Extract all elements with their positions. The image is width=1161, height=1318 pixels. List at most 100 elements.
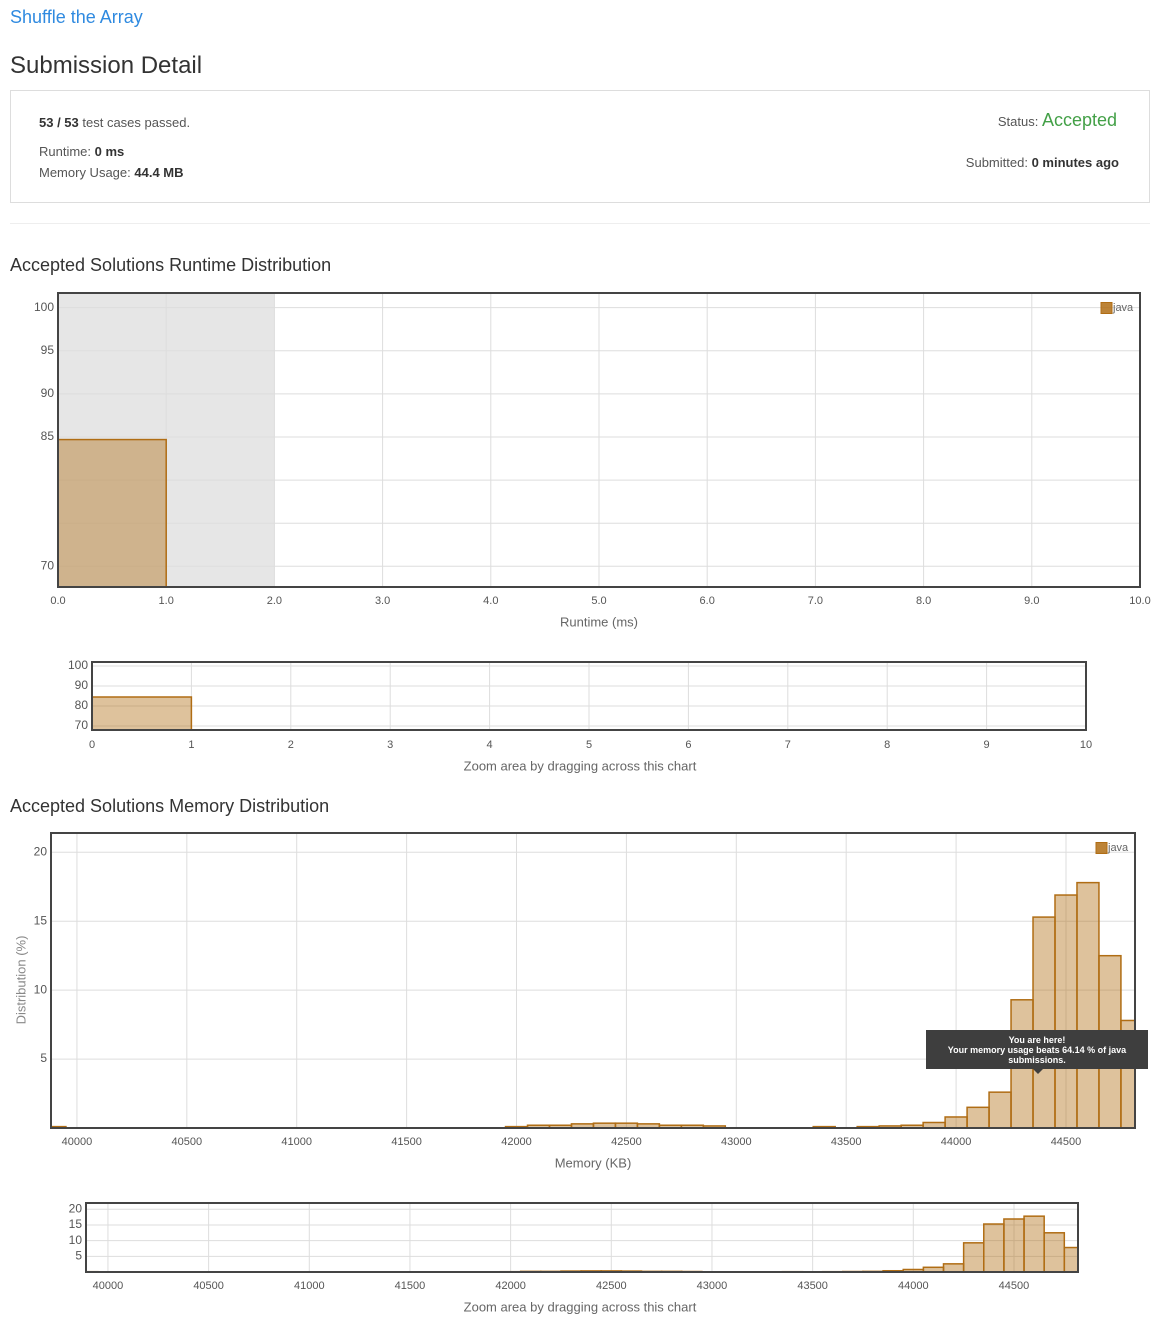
plot-border [91, 661, 1087, 731]
legend-swatch [1100, 302, 1113, 314]
x-tick-label: 4.0 [483, 595, 498, 607]
divider [10, 223, 1150, 224]
x-tick-label: 4 [487, 739, 493, 751]
plot-border [85, 1202, 1079, 1273]
legend-swatch [1095, 842, 1108, 854]
bar [702, 1125, 727, 1128]
bar [1023, 1215, 1045, 1272]
passed-text: test cases passed. [82, 115, 191, 130]
bar [1063, 1246, 1078, 1272]
bar [942, 1263, 965, 1272]
y-tick-label: 80 [75, 698, 89, 712]
x-tick-label: 40000 [93, 1280, 124, 1292]
x-tick-label: 40500 [193, 1280, 224, 1292]
x-tick-label: 9 [984, 739, 990, 751]
chart-title: Accepted Solutions Runtime Distribution [10, 255, 331, 275]
x-tick-label: 41000 [281, 1136, 312, 1148]
x-axis-label: Memory (KB) [555, 1155, 632, 1170]
submitted-label: Submitted: [965, 155, 1028, 170]
y-tick-label: 70 [41, 558, 55, 572]
y-tick-label: 90 [75, 678, 89, 692]
plot-border [50, 832, 1136, 1129]
runtime-label: Runtime: [39, 144, 92, 159]
x-tick-label: 5 [586, 739, 592, 751]
bar [1032, 916, 1056, 1128]
tooltip-arrow [1033, 1069, 1043, 1074]
legend-label: java [1107, 842, 1129, 854]
x-tick-label: 6.0 [700, 595, 715, 607]
memory-value: 44.4 MB [134, 165, 184, 180]
x-tick-label: 3.0 [375, 595, 390, 607]
chart-title: Accepted Solutions Memory Distribution [10, 796, 329, 816]
bars [92, 696, 193, 730]
submitted-value: 0 minutes ago [1031, 155, 1119, 170]
x-tick-label: 40000 [62, 1136, 93, 1148]
summary-box [10, 90, 1150, 203]
y-tick-label: 5 [75, 1248, 82, 1262]
bar [988, 1091, 1012, 1128]
x-tick-label: 1 [188, 739, 194, 751]
tooltip-text: Your memory usage beats 64.14 % of java … [947, 1045, 1127, 1065]
x-tick-label: 43000 [721, 1136, 752, 1148]
y-tick-label: 10 [69, 1233, 83, 1247]
x-tick-label: 43500 [797, 1280, 828, 1292]
x-axis-label: Runtime (ms) [560, 614, 638, 629]
x-tick-label: 2.0 [267, 595, 282, 607]
x-tick-label: 42000 [495, 1280, 526, 1292]
x-tick-label: 3 [387, 739, 393, 751]
bar [1003, 1218, 1025, 1272]
x-tick-label: 8 [884, 739, 890, 751]
y-tick-label: 15 [34, 913, 48, 927]
y-tick-label: 5 [40, 1051, 47, 1065]
x-tick-label: 0.0 [50, 595, 65, 607]
x-tick-label: 41500 [391, 1136, 422, 1148]
x-tick-label: 5.0 [591, 595, 606, 607]
y-tick-label: 20 [34, 844, 48, 858]
x-tick-label: 44000 [898, 1280, 929, 1292]
x-tick-label: 44500 [1051, 1136, 1082, 1148]
bar [1076, 881, 1100, 1128]
x-tick-label: 42500 [611, 1136, 642, 1148]
x-tick-label: 1.0 [159, 595, 174, 607]
tooltip-title: You are here! [1008, 1035, 1066, 1045]
problem-link[interactable]: Shuffle the Array [10, 7, 143, 27]
y-tick-label: 15 [69, 1217, 83, 1231]
x-tick-label: 44000 [941, 1136, 972, 1148]
x-tick-label: 2 [288, 739, 294, 751]
bar [1054, 894, 1078, 1128]
y-tick-label: 95 [41, 343, 55, 357]
x-tick-label: 41000 [294, 1280, 325, 1292]
bar [983, 1223, 1005, 1272]
x-tick-label: 9.0 [1024, 595, 1039, 607]
x-tick-label: 10 [1080, 739, 1092, 751]
x-tick-label: 42000 [501, 1136, 532, 1148]
memory: Memory Usage: 44.4 MB [39, 165, 184, 180]
bar [944, 1116, 968, 1128]
y-axis-label: Distribution (%) [13, 936, 28, 1025]
runtime: Runtime: 0 ms [39, 144, 124, 159]
x-axis-label: Zoom area by dragging across this chart [464, 758, 697, 773]
y-tick-label: 90 [41, 386, 55, 400]
status-label: Status: [997, 114, 1039, 129]
bar [966, 1106, 990, 1128]
y-tick-label: 10 [34, 982, 48, 996]
x-tick-label: 44500 [999, 1280, 1030, 1292]
status: Status: Accepted [998, 110, 1117, 131]
submitted: Submitted: 0 minutes ago [966, 155, 1119, 170]
y-tick-label: 100 [68, 658, 88, 672]
x-tick-label: 7.0 [808, 595, 823, 607]
x-tick-label: 0 [89, 739, 95, 751]
runtime-value: 0 ms [94, 144, 125, 159]
plot-border [57, 292, 1141, 588]
x-tick-label: 7 [785, 739, 791, 751]
x-tick-label: 43500 [831, 1136, 862, 1148]
y-tick-label: 85 [41, 429, 55, 443]
x-tick-label: 8.0 [916, 595, 931, 607]
bar [92, 696, 193, 730]
page-heading: Submission Detail [10, 52, 203, 79]
x-tick-label: 6 [685, 739, 691, 751]
tooltip: You are here! Your memory usage beats 64.… [926, 1030, 1148, 1069]
y-tick-label: 70 [75, 718, 89, 732]
